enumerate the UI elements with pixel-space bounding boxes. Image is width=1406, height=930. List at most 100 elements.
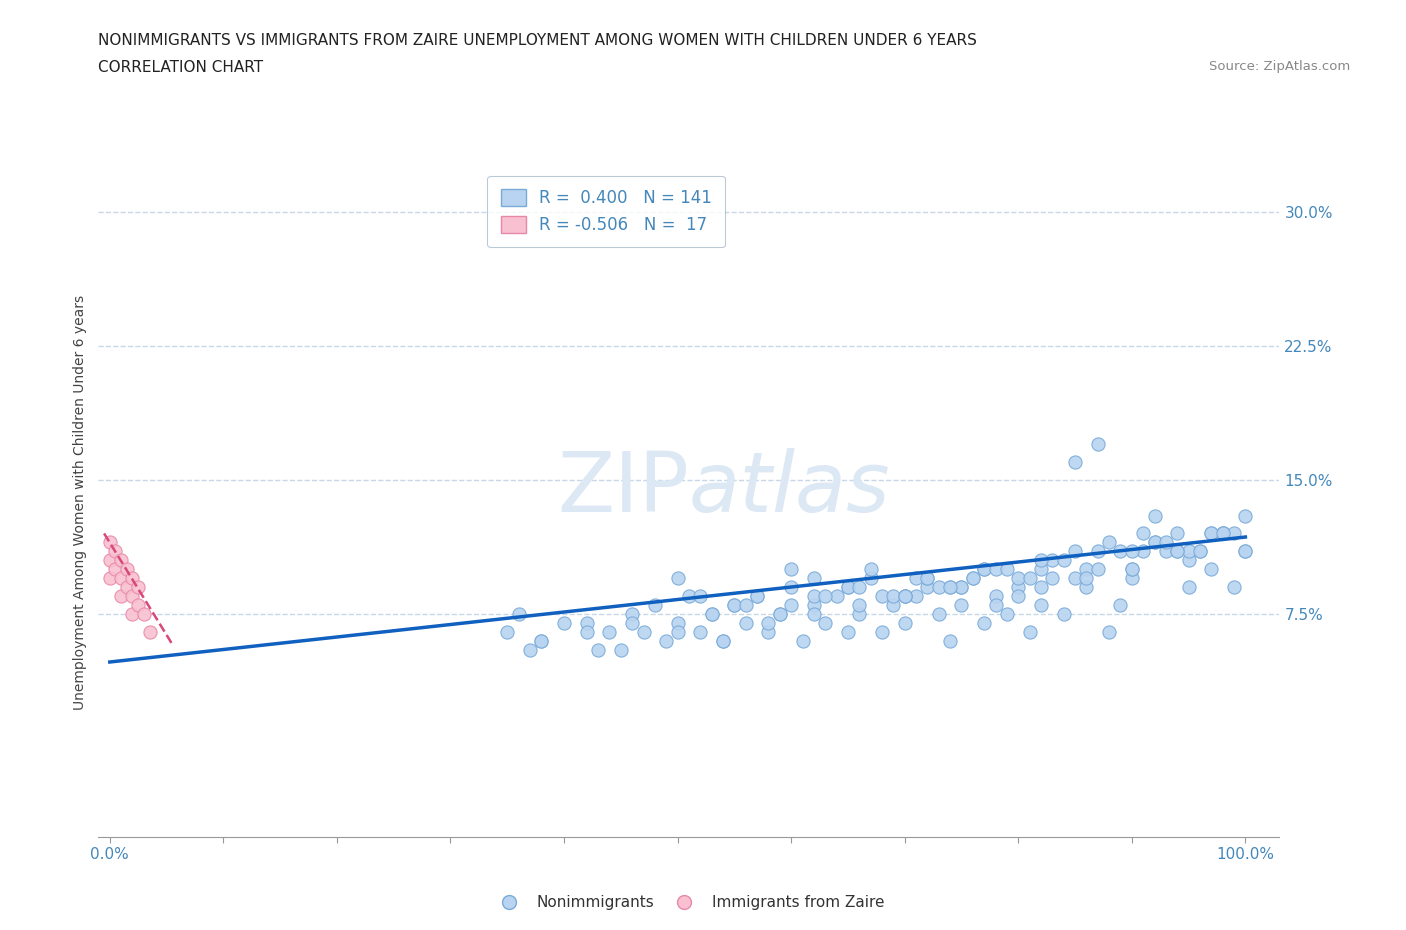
Point [530,633,553,648]
Point [711,633,734,648]
Point [870,624,893,639]
Point [1177,579,1199,594]
Point [1053,606,1076,621]
Point [769,606,792,621]
Point [1018,624,1040,639]
Point [1212,526,1234,541]
Text: Source: ZipAtlas.com: Source: ZipAtlas.com [1209,60,1350,73]
Point [1076,571,1098,586]
Point [734,616,756,631]
Point [1223,579,1246,594]
Text: NONIMMIGRANTS VS IMMIGRANTS FROM ZAIRE UNEMPLOYMENT AMONG WOMEN WITH CHILDREN UN: NONIMMIGRANTS VS IMMIGRANTS FROM ZAIRE U… [98,33,977,47]
Point [928,606,950,621]
Point [780,579,803,594]
Point [1053,552,1076,567]
Point [1064,455,1087,470]
Point [893,589,915,604]
Point [104,544,127,559]
Point [110,571,132,586]
Point [803,606,825,621]
Point [598,624,620,639]
Point [1064,571,1087,586]
Point [893,589,915,604]
Point [1029,597,1052,612]
Point [1188,544,1211,559]
Point [127,579,149,594]
Point [1121,562,1143,577]
Point [1143,508,1166,523]
Point [666,571,689,586]
Point [814,589,837,604]
Point [1018,571,1040,586]
Point [837,579,859,594]
Point [1109,597,1132,612]
Point [666,616,689,631]
Point [127,597,149,612]
Point [1234,544,1257,559]
Y-axis label: Unemployment Among Women with Children Under 6 years: Unemployment Among Women with Children U… [73,295,87,710]
Point [1007,579,1029,594]
Point [893,616,915,631]
Point [610,642,633,657]
Point [973,562,995,577]
Point [1132,526,1154,541]
Point [723,597,745,612]
Point [837,579,859,594]
Point [110,552,132,567]
Point [882,589,904,604]
Point [575,624,598,639]
Point [586,642,609,657]
Point [814,616,837,631]
Point [700,606,723,621]
Point [769,606,792,621]
Point [1109,544,1132,559]
Point [917,571,939,586]
Point [825,589,848,604]
Point [1143,535,1166,550]
Point [1201,562,1223,577]
Point [138,624,160,639]
Point [1098,624,1121,639]
Point [1098,535,1121,550]
Point [689,624,711,639]
Point [519,642,541,657]
Point [984,597,1007,612]
Point [1154,544,1177,559]
Point [1234,508,1257,523]
Point [950,579,973,594]
Point [98,571,121,586]
Point [644,597,666,612]
Point [995,562,1018,577]
Legend: Nonimmigrants, Immigrants from Zaire: Nonimmigrants, Immigrants from Zaire [488,889,890,916]
Point [758,616,780,631]
Point [1121,571,1143,586]
Point [98,535,121,550]
Point [939,579,962,594]
Text: CORRELATION CHART: CORRELATION CHART [98,60,263,75]
Point [1166,544,1188,559]
Point [1087,562,1109,577]
Point [859,571,882,586]
Point [1212,526,1234,541]
Point [1076,562,1098,577]
Point [1087,544,1109,559]
Point [758,624,780,639]
Point [928,579,950,594]
Point [917,579,939,594]
Point [837,624,859,639]
Point [803,589,825,604]
Point [700,606,723,621]
Point [1212,526,1234,541]
Point [1064,544,1087,559]
Point [1029,552,1052,567]
Point [1234,544,1257,559]
Point [104,562,127,577]
Point [939,633,962,648]
Point [1166,526,1188,541]
Point [962,571,984,586]
Point [780,562,803,577]
Point [1087,437,1109,452]
Point [803,597,825,612]
Point [984,562,1007,577]
Point [1223,526,1246,541]
